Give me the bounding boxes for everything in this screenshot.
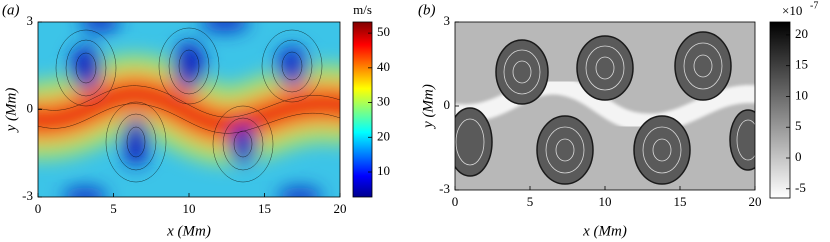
colorbar-multiplier: ×10 [782, 3, 802, 18]
colorbar [352, 21, 373, 198]
x-tick-label: 15 [258, 201, 271, 216]
x-tick-label: 5 [110, 201, 117, 216]
y-tick-label: 3 [444, 13, 451, 28]
colorbar-label: m/s [353, 2, 372, 17]
scalar-field [455, 22, 755, 190]
x-tick-label: 0 [35, 201, 42, 216]
panel-label: (b) [418, 2, 436, 18]
colorbar-tick-label: 15 [795, 57, 808, 72]
colorbar-tick-label: -5 [795, 180, 806, 195]
colorbar-tick-label: 20 [377, 128, 390, 143]
velocity-field [38, 22, 340, 197]
colorbar-tick-label: 10 [377, 163, 390, 178]
colorbar-tick-label: 40 [377, 59, 390, 74]
colorbar-tick-label: 30 [377, 94, 390, 109]
x-tick-label: 10 [183, 201, 196, 216]
colorbar-tick-label: 50 [377, 24, 390, 39]
y-axis-label: y (Mm) [420, 84, 436, 130]
y-tick-label: 3 [27, 13, 34, 28]
colorbar [769, 21, 791, 199]
colorbar-tick-label: 5 [795, 118, 802, 133]
colorbar-tick-label: 10 [795, 87, 808, 102]
colorbar-exponent: -7 [810, 0, 818, 11]
colorbar-tick-label: 0 [795, 149, 802, 164]
x-tick-label: 10 [599, 194, 612, 209]
colorbar-tick-label: 20 [795, 26, 808, 41]
y-tick-label: 0 [444, 97, 451, 112]
x-axis-label: x (Mm) [582, 223, 627, 239]
y-tick-label: -3 [22, 188, 33, 203]
x-tick-label: 20 [334, 201, 347, 216]
x-tick-label: 15 [674, 194, 687, 209]
y-tick-label: -3 [439, 181, 450, 196]
y-axis-label: y (Mm) [3, 88, 19, 134]
x-tick-label: 0 [452, 194, 459, 209]
y-tick-label: 0 [27, 100, 34, 115]
x-axis-label: x (Mm) [166, 223, 211, 239]
x-tick-label: 20 [749, 194, 762, 209]
x-tick-label: 5 [527, 194, 534, 209]
panel-label: (a) [2, 2, 20, 18]
